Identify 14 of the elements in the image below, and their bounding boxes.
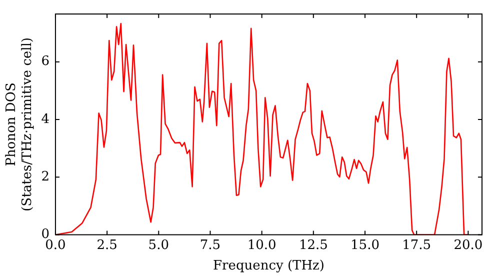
x-tick-label: 12.5 [298,238,328,253]
y-tick-label: 4 [41,112,50,127]
x-axis-title: Frequency (THz) [213,258,324,274]
y-axis-title: Phonon DOS (States/THz·primitive cell) [4,37,35,212]
x-tick-label: 15.0 [350,238,380,253]
x-tick-label: 20.0 [454,238,483,253]
y-tick-label: 2 [41,170,50,185]
x-tick-label: 10.0 [247,238,276,253]
x-tick-label: 2.5 [96,238,118,253]
x-tick-label: 5.0 [148,238,169,253]
y-tick-label: 6 [41,54,50,70]
x-tick-label: 17.5 [402,238,432,253]
x-tick-label: 7.5 [200,238,221,253]
x-tick-label: 0.0 [45,238,66,253]
